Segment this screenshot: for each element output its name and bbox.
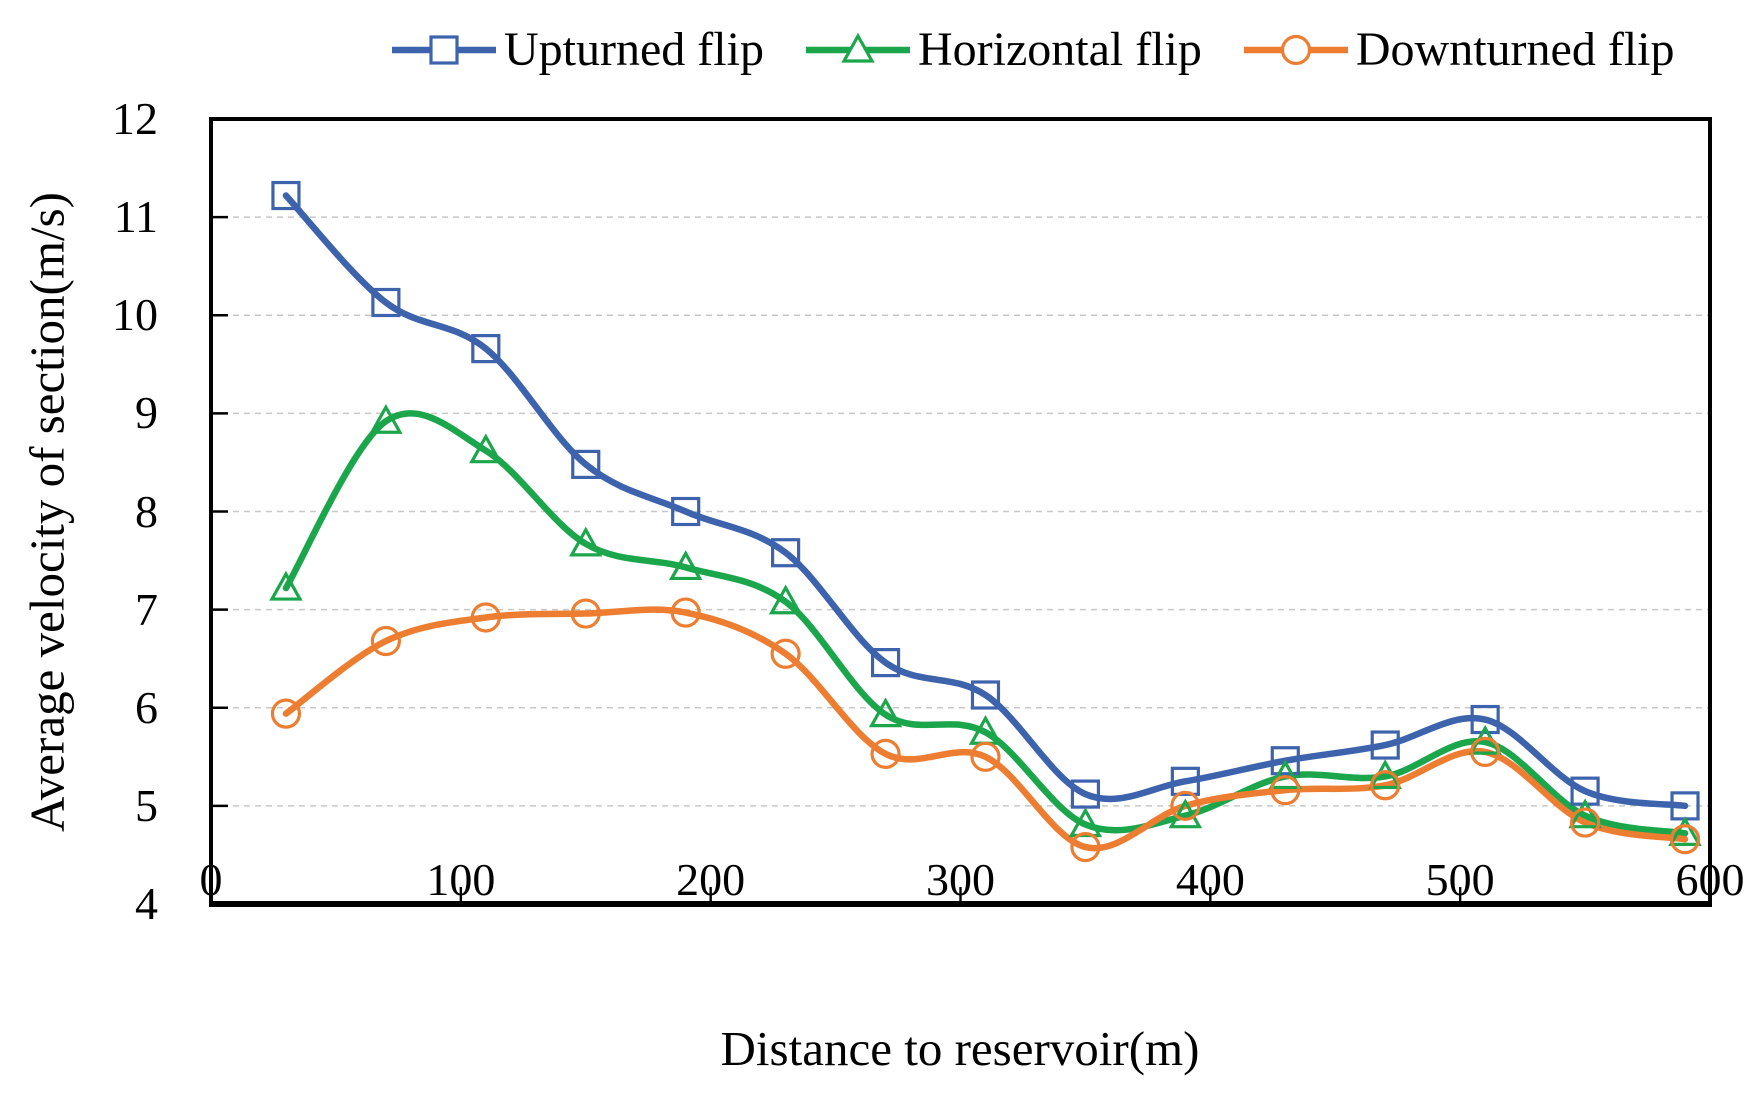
x-tick-label: 400 bbox=[1175, 854, 1245, 905]
data-point-marker bbox=[1270, 775, 1301, 806]
legend-label: Upturned flip bbox=[504, 23, 764, 76]
x-tick-label: 300 bbox=[926, 854, 995, 905]
data-point-marker bbox=[571, 449, 601, 479]
y-tick-label: 7 bbox=[135, 583, 158, 635]
legend-label: Horizontal flip bbox=[917, 23, 1202, 76]
x-tick-label: 500 bbox=[1425, 854, 1495, 905]
square-marker-icon bbox=[392, 34, 496, 65]
legend-marker bbox=[1280, 34, 1311, 65]
chart-legend: Upturned flip Horizontal flip Downturned f… bbox=[392, 22, 1674, 77]
data-point-marker bbox=[671, 496, 701, 527]
data-point-marker bbox=[471, 334, 501, 364]
y-tick-label: 10 bbox=[112, 289, 158, 341]
data-point-marker bbox=[1669, 824, 1701, 855]
data-point-marker bbox=[1070, 831, 1101, 863]
data-point-marker bbox=[770, 638, 801, 669]
data-point-marker bbox=[870, 738, 901, 769]
data-point-marker bbox=[370, 625, 401, 657]
data-point-marker bbox=[570, 598, 601, 629]
data-point-marker bbox=[470, 602, 501, 633]
y-axis-title: Average velocity of section(m/s) bbox=[19, 192, 75, 832]
data-point-marker bbox=[469, 433, 503, 464]
x-tick-label: 0 bbox=[199, 854, 223, 905]
legend-item-upturned-flip: Upturned flip bbox=[392, 22, 764, 77]
data-point-marker bbox=[1268, 759, 1303, 790]
data-point-marker bbox=[970, 680, 1001, 710]
data-point-marker bbox=[1470, 736, 1501, 768]
data-point-marker bbox=[668, 550, 703, 581]
data-point-marker bbox=[1569, 807, 1601, 838]
data-point-marker bbox=[569, 526, 603, 557]
x-axis-title: Distance to reservoir(m) bbox=[720, 1021, 1200, 1076]
triangle-marker-icon bbox=[805, 32, 910, 63]
data-point-marker bbox=[1470, 704, 1500, 735]
x-tick-label: 200 bbox=[676, 854, 746, 905]
data-point-marker bbox=[1070, 779, 1101, 809]
data-point-marker bbox=[1370, 770, 1401, 801]
data-point-marker bbox=[1168, 798, 1203, 829]
series-line-triangle bbox=[282, 410, 1689, 837]
y-tick-label: 4 bbox=[135, 878, 158, 929]
y-tick-label: 8 bbox=[135, 485, 158, 537]
legend-label: Downturned flip bbox=[1355, 23, 1675, 76]
data-point-marker bbox=[271, 180, 301, 211]
data-point-marker bbox=[269, 570, 303, 601]
data-point-marker bbox=[1170, 766, 1200, 796]
data-point-marker bbox=[768, 584, 803, 615]
legend-item-downturned-flip: Downturned flip bbox=[1243, 22, 1675, 77]
x-tick-label: 600 bbox=[1675, 854, 1745, 905]
y-tick-label: 5 bbox=[135, 779, 158, 831]
series-line-circle bbox=[282, 606, 1689, 852]
data-point-marker bbox=[1068, 807, 1103, 838]
data-point-marker bbox=[670, 597, 701, 628]
legend-marker bbox=[429, 34, 459, 65]
data-point-marker bbox=[1568, 798, 1602, 829]
data-point-marker bbox=[1668, 816, 1702, 846]
data-point-marker bbox=[371, 287, 401, 318]
data-point-marker bbox=[1270, 746, 1300, 776]
data-point-marker bbox=[1370, 730, 1400, 760]
data-point-marker bbox=[1170, 790, 1201, 821]
data-point-marker bbox=[970, 741, 1001, 772]
data-point-marker bbox=[870, 648, 901, 678]
circle-marker-icon bbox=[1243, 34, 1348, 65]
data-point-marker bbox=[868, 697, 903, 728]
y-tick-label: 11 bbox=[113, 191, 158, 243]
data-point-marker bbox=[270, 698, 302, 729]
y-tick-label: 6 bbox=[135, 681, 158, 733]
legend-marker bbox=[841, 32, 875, 63]
data-point-marker bbox=[771, 538, 801, 568]
data-point-marker bbox=[369, 403, 403, 434]
x-tick-label: 100 bbox=[426, 854, 496, 905]
y-tick-label: 9 bbox=[135, 387, 158, 439]
legend-item-horizontal-flip: Horizontal flip bbox=[805, 22, 1202, 77]
series-line-square bbox=[282, 192, 1689, 810]
y-tick-label: 12 bbox=[112, 93, 158, 144]
